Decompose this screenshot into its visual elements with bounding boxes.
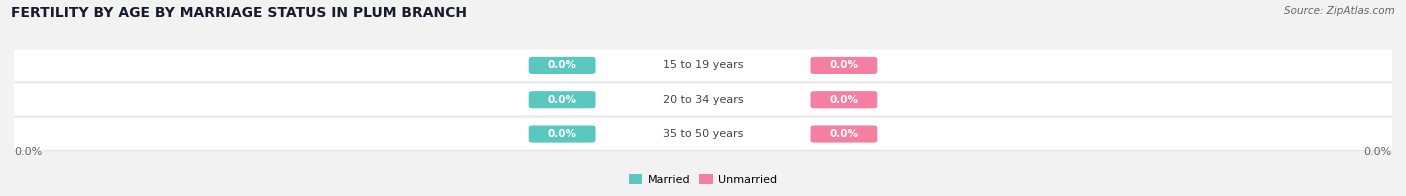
Text: 0.0%: 0.0% xyxy=(547,60,576,70)
FancyBboxPatch shape xyxy=(7,51,1406,83)
Text: 0.0%: 0.0% xyxy=(547,129,576,139)
FancyBboxPatch shape xyxy=(810,57,877,74)
Text: 0.0%: 0.0% xyxy=(830,129,859,139)
FancyBboxPatch shape xyxy=(810,91,877,108)
Text: Source: ZipAtlas.com: Source: ZipAtlas.com xyxy=(1284,6,1395,16)
Text: 0.0%: 0.0% xyxy=(14,147,42,157)
FancyBboxPatch shape xyxy=(4,84,1402,115)
FancyBboxPatch shape xyxy=(7,85,1406,117)
Text: 0.0%: 0.0% xyxy=(830,60,859,70)
Legend: Married, Unmarried: Married, Unmarried xyxy=(624,169,782,189)
FancyBboxPatch shape xyxy=(529,91,596,108)
Text: 0.0%: 0.0% xyxy=(547,95,576,105)
FancyBboxPatch shape xyxy=(4,50,1402,81)
FancyBboxPatch shape xyxy=(596,90,810,109)
FancyBboxPatch shape xyxy=(7,120,1406,151)
Text: 15 to 19 years: 15 to 19 years xyxy=(662,60,744,70)
FancyBboxPatch shape xyxy=(596,56,810,75)
Text: 35 to 50 years: 35 to 50 years xyxy=(662,129,744,139)
FancyBboxPatch shape xyxy=(596,124,810,144)
FancyBboxPatch shape xyxy=(529,57,596,74)
Text: 0.0%: 0.0% xyxy=(1364,147,1392,157)
Text: FERTILITY BY AGE BY MARRIAGE STATUS IN PLUM BRANCH: FERTILITY BY AGE BY MARRIAGE STATUS IN P… xyxy=(11,6,467,20)
Text: 0.0%: 0.0% xyxy=(830,95,859,105)
FancyBboxPatch shape xyxy=(4,118,1402,150)
FancyBboxPatch shape xyxy=(810,125,877,143)
Text: 20 to 34 years: 20 to 34 years xyxy=(662,95,744,105)
FancyBboxPatch shape xyxy=(529,125,596,143)
